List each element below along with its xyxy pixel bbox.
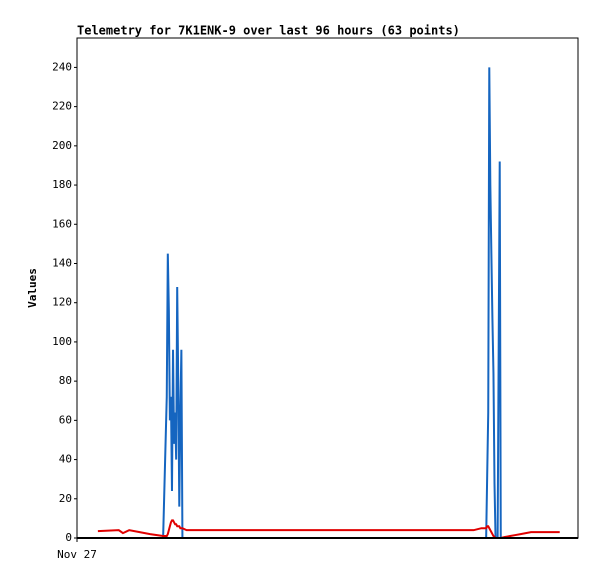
y-tick-label: 20 (59, 492, 72, 505)
plot-frame (76, 37, 579, 539)
y-tick-label: 120 (52, 296, 72, 309)
y-tick-label: 200 (52, 139, 72, 152)
y-tick-label: 180 (52, 178, 72, 191)
y-axis-label: Values (26, 268, 39, 308)
y-tick-label: 240 (52, 60, 72, 73)
y-tick-label: 100 (52, 335, 72, 348)
y-tick-label: 220 (52, 100, 72, 113)
y-tick-label: 160 (52, 217, 72, 230)
chart-title: Telemetry for 7K1ENK-9 over last 96 hour… (77, 24, 460, 38)
series-line (97, 519, 560, 539)
y-tick-label: 140 (52, 256, 72, 269)
y-tick-label: 40 (59, 453, 72, 466)
y-tick-label: 80 (59, 374, 72, 387)
y-tick-label: 0 (65, 531, 72, 544)
series-line (97, 67, 560, 539)
y-tick-label: 60 (59, 413, 72, 426)
x-tick-label: Nov 27 (57, 548, 97, 561)
